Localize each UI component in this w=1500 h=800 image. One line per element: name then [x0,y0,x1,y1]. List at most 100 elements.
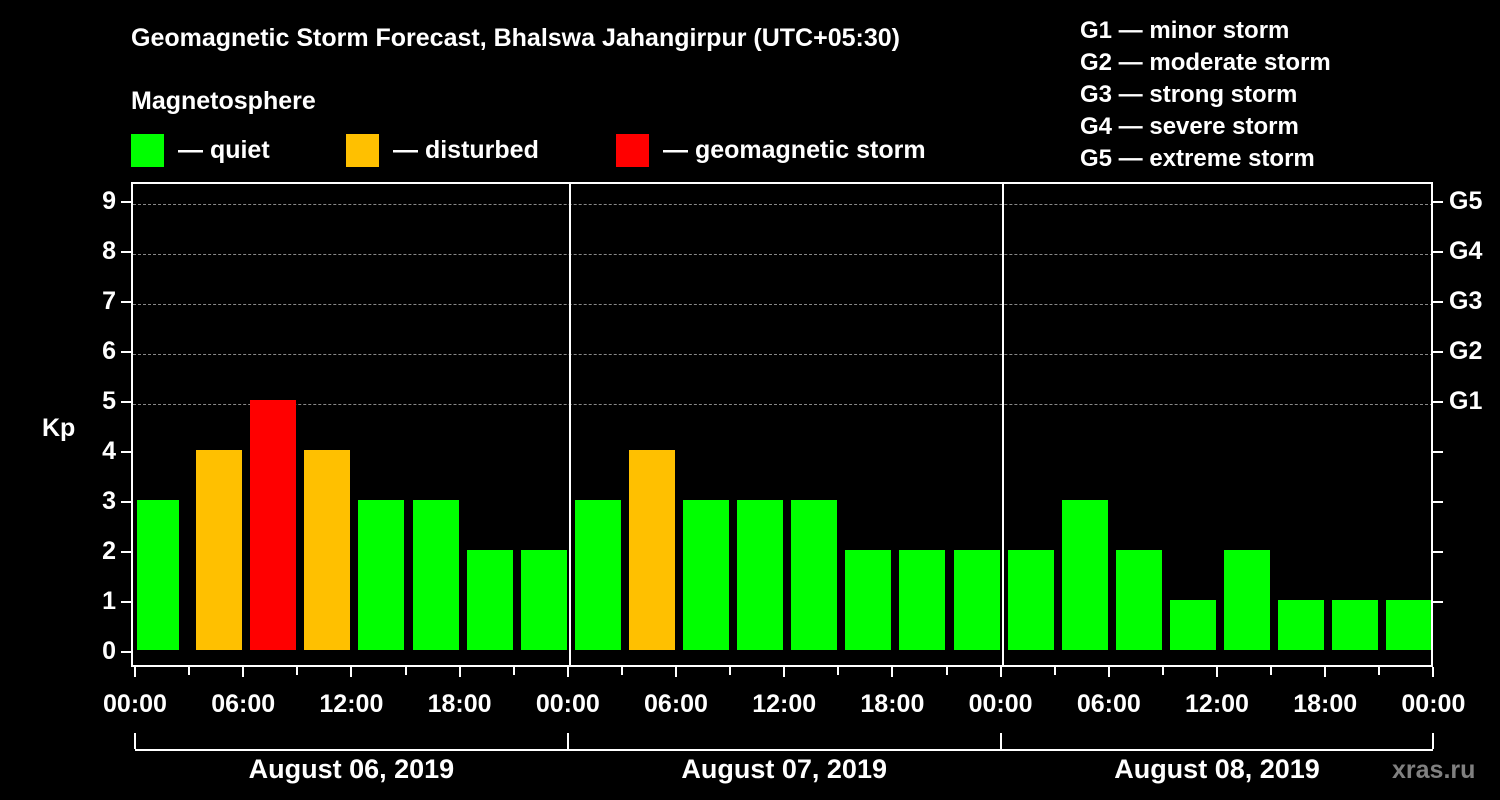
y-tick-label: 3 [102,487,116,515]
x-tick-label: 12:00 [752,690,817,718]
kp-bar [683,500,730,650]
x-minor-tick [945,667,948,675]
g1-legend: G1 — minor storm [1080,17,1290,44]
gridline [133,404,1433,405]
date-label: August 06, 2019 [248,754,455,784]
day-separator [568,184,571,665]
y-tick [121,601,131,603]
x-tick-label: 06:00 [644,690,708,718]
legend-quiet: — quiet [131,133,270,167]
gridline [133,304,1433,305]
y-tick-label: 6 [102,337,116,365]
y-tick-label: 5 [102,387,116,415]
y-tick [121,301,131,303]
kp-bar [520,550,567,650]
y-tick-label: 4 [102,437,116,465]
kp-bar [1278,600,1325,650]
y-tick-label: 7 [102,287,116,315]
chart-title: Geomagnetic Storm Forecast, Bhalswa Jaha… [131,24,900,52]
x-tick [999,667,1002,677]
x-tick [1324,667,1327,677]
x-tick-label: 12:00 [1185,690,1249,718]
y-axis-label: Kp [42,414,76,442]
x-tick [350,667,353,677]
date-bracket-tick [1432,733,1435,749]
x-tick-label: 06:00 [1076,690,1141,718]
date-bracket-tick [999,733,1002,749]
right-tick [1433,601,1443,603]
right-tick [1433,251,1443,253]
g-level-label: G5 [1449,187,1483,215]
x-minor-tick [1053,667,1056,675]
y-tick [121,651,131,653]
x-tick-label: 06:00 [211,690,276,718]
g-level-label: G4 [1449,237,1483,265]
kp-bar [466,550,513,650]
x-minor-tick [620,667,623,675]
kp-bar [137,500,180,650]
x-minor-tick [1270,667,1273,675]
y-tick [121,351,131,353]
date-bracket [135,735,1434,751]
x-tick [1432,667,1435,677]
legend-disturbed-label: — disturbed [393,135,539,164]
y-tick-label: 9 [102,187,116,215]
g-scale-legend: G1 — minor storm G2 — moderate storm G3 … [1080,15,1331,175]
kp-bar [1332,600,1379,650]
kp-bar [412,500,459,650]
kp-bar [899,550,946,650]
gridline [133,204,1433,205]
right-tick [1433,501,1443,503]
x-tick [242,667,245,677]
legend-storm-label: — geomagnetic storm [663,135,926,164]
disturbed-swatch [346,133,379,167]
x-minor-tick [1161,667,1164,675]
x-minor-tick [512,667,515,675]
y-tick-label: 1 [102,587,116,615]
date-bracket-tick [566,733,569,749]
x-tick [891,667,894,677]
x-minor-tick [296,667,299,675]
x-tick [783,667,786,677]
g3-legend: G3 — strong storm [1080,81,1298,108]
kp-bar [1386,600,1433,650]
plot-area [131,182,1433,667]
legend-quiet-label: — quiet [178,135,270,164]
kp-bar [250,400,297,650]
kp-bar [845,550,892,650]
right-tick [1433,551,1443,553]
x-tick [566,667,569,677]
y-tick-label: 2 [102,537,116,565]
x-tick [134,667,136,677]
kp-bar [196,450,243,650]
g4-legend: G4 — severe storm [1080,113,1299,140]
y-tick [121,251,131,253]
legend-heading: Magnetosphere [131,87,316,115]
kp-bar [1007,550,1054,650]
right-tick [1433,351,1443,353]
g2-legend: G2 — moderate storm [1080,49,1331,76]
x-tick-label: 18:00 [860,690,925,718]
x-tick-label: 00:00 [1401,690,1466,718]
x-tick [1107,667,1110,677]
y-tick [121,401,131,403]
g-level-label: G3 [1449,287,1483,315]
x-tick-label: 12:00 [319,690,384,718]
x-tick-label: 18:00 [1293,690,1358,718]
x-tick [458,667,461,677]
y-tick [121,451,131,453]
x-minor-tick [729,667,732,675]
kp-bar [1224,550,1271,650]
x-minor-tick [837,667,840,675]
g-level-label: G2 [1449,337,1483,365]
x-minor-tick [404,667,407,675]
x-tick [675,667,677,677]
x-tick-label: 00:00 [535,690,600,718]
right-tick [1433,301,1443,303]
kp-bar [737,500,784,650]
watermark: xras.ru [1392,756,1476,784]
date-label: August 08, 2019 [1114,754,1320,784]
x-minor-tick [188,667,191,675]
right-tick [1433,401,1443,403]
day-separator [1001,184,1004,665]
